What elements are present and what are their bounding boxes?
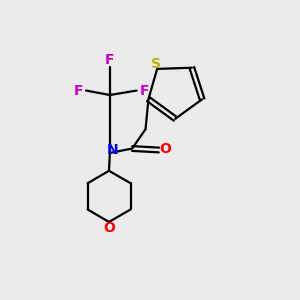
- Text: S: S: [151, 57, 160, 70]
- Text: F: F: [105, 53, 115, 67]
- Text: F: F: [74, 84, 83, 98]
- Text: O: O: [160, 142, 171, 155]
- Text: F: F: [139, 84, 149, 98]
- Text: N: N: [106, 143, 118, 157]
- Text: O: O: [103, 221, 115, 235]
